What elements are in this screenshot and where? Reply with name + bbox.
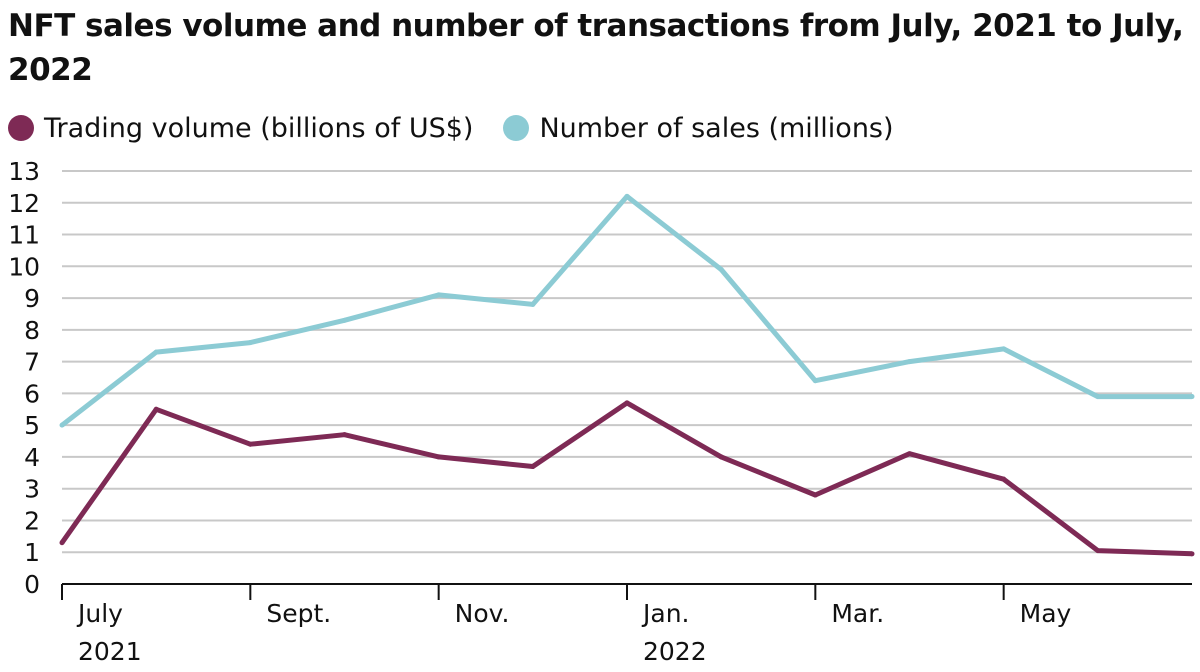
data-point-trading-volume-12	[1189, 551, 1195, 557]
data-point-trading-volume-10	[1001, 476, 1007, 482]
x-axis: July 2021 Sept. Nov. Jan. 2022 Mar. May	[61, 583, 1192, 666]
data-point-trading-volume-11	[1095, 548, 1101, 554]
y-tick-label-10: 10	[8, 252, 40, 281]
data-point-trading-volume-9	[907, 451, 912, 457]
x-tick-label-year-0: 2021	[78, 637, 142, 666]
x-tick-label-1: Sept.	[266, 599, 331, 628]
legend: Trading volume (billions of US$) Number …	[8, 108, 924, 148]
data-point-number-of-sales-5	[530, 301, 536, 307]
data-point-number-of-sales-4	[436, 292, 442, 298]
data-point-number-of-sales-3	[342, 317, 347, 323]
chart-title: NFT sales volume and number of transacti…	[8, 8, 1184, 88]
x-tick-label-5: May	[1020, 599, 1072, 628]
legend-item-number-of-sales: Number of sales (millions)	[503, 112, 894, 144]
data-point-number-of-sales-11	[1095, 394, 1101, 400]
x-tick-label-4: Mar.	[831, 599, 884, 628]
data-point-trading-volume-5	[530, 463, 536, 469]
data-point-trading-volume-3	[342, 432, 347, 438]
data-point-number-of-sales-10	[1001, 346, 1007, 352]
legend-item-trading-volume: Trading volume (billions of US$)	[8, 113, 473, 144]
data-point-trading-volume-7	[718, 454, 724, 460]
legend-label-number-of-sales: Number of sales (millions)	[539, 112, 894, 144]
y-tick-label-3: 3	[24, 475, 40, 504]
grid-lines	[62, 170, 1192, 554]
y-tick-label-12: 12	[8, 189, 40, 218]
y-tick-label-13: 13	[8, 157, 40, 186]
y-tick-label-8: 8	[24, 316, 40, 345]
y-tick-label-7: 7	[24, 348, 40, 377]
y-tick-label-2: 2	[24, 506, 40, 535]
series-lines	[59, 193, 1195, 557]
legend-swatch-trading-volume	[8, 115, 34, 141]
data-point-number-of-sales-9	[907, 359, 912, 365]
y-tick-label-0: 0	[24, 570, 40, 599]
legend-label-trading-volume: Trading volume (billions of US$)	[44, 112, 474, 144]
data-point-trading-volume-1	[153, 406, 159, 412]
series-line-number-of-sales	[60, 193, 1192, 428]
y-tick-label-9: 9	[24, 284, 40, 313]
data-point-number-of-sales-12	[1189, 394, 1195, 400]
data-point-trading-volume-2	[247, 441, 253, 447]
data-point-number-of-sales-2	[247, 340, 253, 346]
data-point-trading-volume-6	[624, 400, 630, 406]
y-tick-label-1: 1	[24, 538, 40, 567]
legend-swatch-number-of-sales	[503, 115, 530, 141]
data-point-number-of-sales-7	[718, 266, 724, 272]
data-point-number-of-sales-0	[59, 422, 65, 428]
data-point-trading-volume-0	[59, 540, 65, 546]
y-tick-label-11: 11	[8, 221, 40, 250]
data-point-number-of-sales-6	[624, 193, 630, 199]
x-tick-label-2: Nov.	[455, 599, 510, 628]
data-point-number-of-sales-1	[153, 349, 159, 355]
data-point-trading-volume-8	[812, 492, 818, 498]
y-tick-label-5: 5	[24, 411, 40, 440]
x-tick-label-3: Jan.	[641, 599, 689, 628]
x-tick-label-year-3: 2022	[643, 637, 707, 666]
data-point-trading-volume-4	[436, 454, 442, 460]
x-tick-label-0: July	[76, 599, 123, 628]
y-tick-label-6: 6	[24, 379, 40, 408]
data-point-number-of-sales-8	[812, 378, 818, 384]
y-tick-label-4: 4	[24, 443, 40, 472]
